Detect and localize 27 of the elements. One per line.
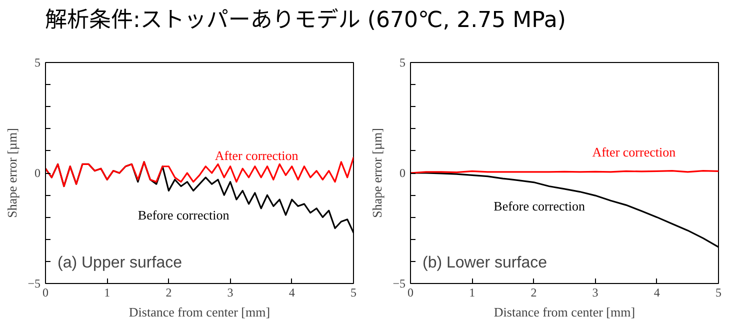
x-tick-label: 2: [530, 286, 537, 300]
x-tick-label: 4: [288, 286, 295, 300]
x-tick-label: 3: [227, 286, 234, 300]
x-tick-label: 3: [592, 286, 598, 300]
annotation: (b) Lower surface: [422, 254, 548, 272]
series-label: Before correction: [494, 198, 586, 214]
series-label: Before correction: [138, 207, 230, 222]
x-tick-label: 1: [104, 286, 110, 300]
x-tick-label: 5: [350, 286, 356, 300]
y-tick-label: −5: [28, 276, 41, 290]
y-axis-title: Shape error [µm]: [4, 128, 20, 218]
y-tick-label: 0: [400, 166, 406, 180]
x-axis-title: Distance from center [mm]: [494, 304, 636, 320]
x-tick-label: 4: [654, 286, 660, 300]
x-axis-title: Distance from center [mm]: [128, 304, 270, 320]
series-label: After correction: [214, 148, 299, 163]
y-tick-label: −5: [392, 276, 406, 290]
x-tick-label: 5: [716, 286, 722, 300]
x-tick-label: 2: [166, 286, 172, 300]
chart-title: 解析条件:ストッパーありモデル (670℃, 2.75 MPa): [45, 7, 566, 35]
annotation: (a) Upper surface: [58, 254, 182, 272]
series-label: After correction: [592, 144, 676, 160]
x-tick-label: 1: [469, 286, 476, 300]
y-tick-label: 5: [400, 56, 406, 70]
y-axis-title: Shape error [µm]: [370, 128, 385, 218]
y-tick-label: 5: [34, 56, 40, 70]
y-tick-label: 0: [34, 166, 40, 180]
